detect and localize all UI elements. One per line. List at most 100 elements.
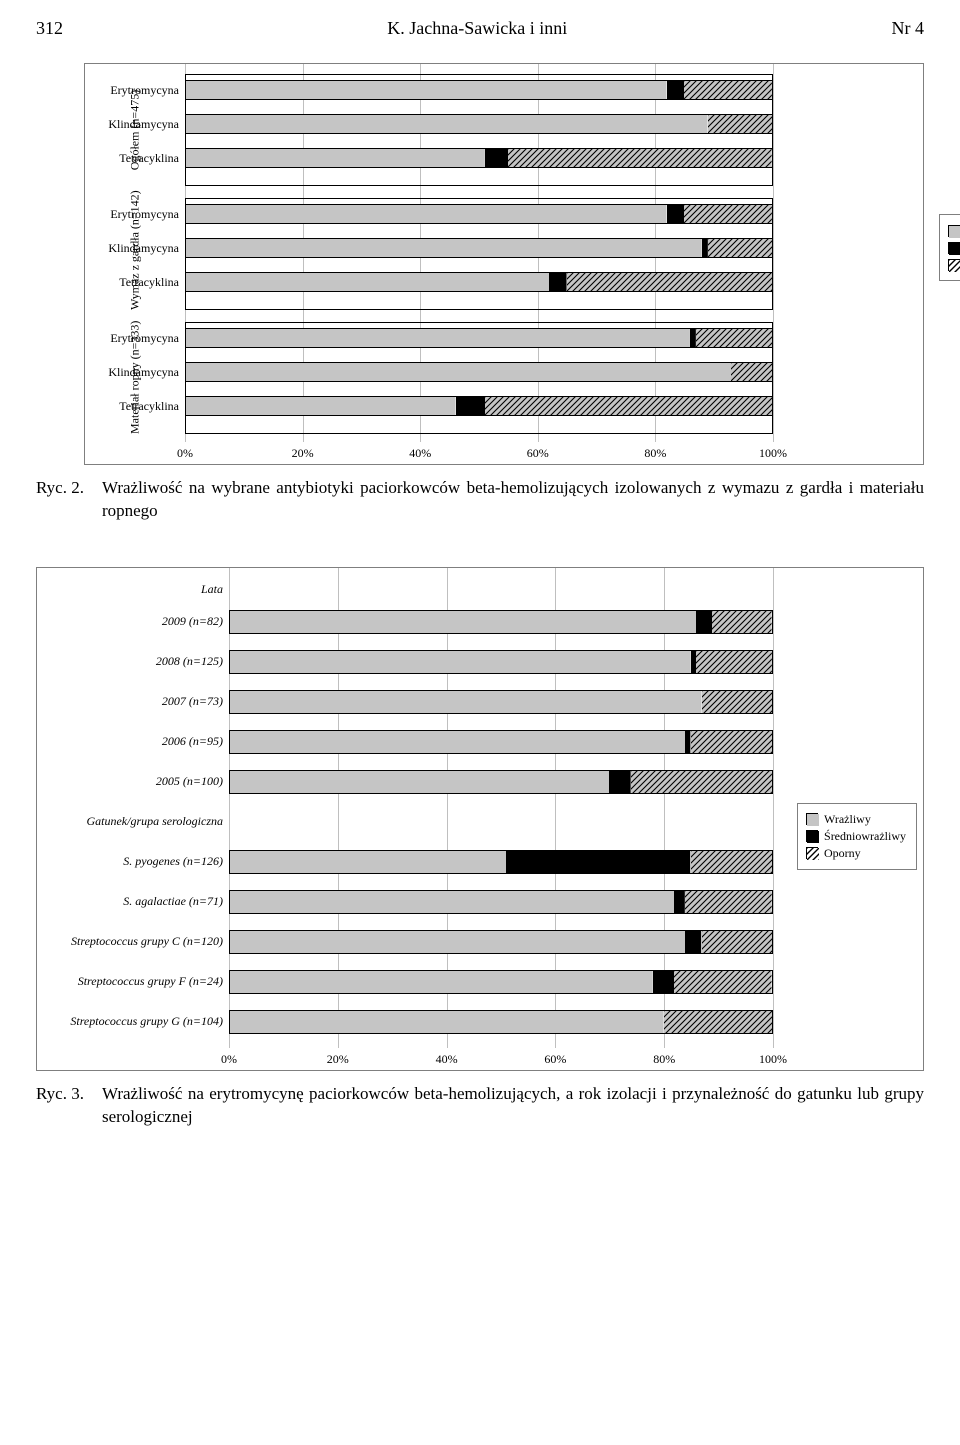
- bar-segment-oporny: [508, 149, 772, 167]
- bar-segment-oporny: [684, 81, 772, 99]
- stacked-bar: [229, 690, 773, 714]
- bar-row-label: Erytromycyna: [85, 331, 185, 346]
- stacked-bar: [185, 328, 773, 348]
- chart-2-caption-num: Ryc. 3.: [36, 1083, 84, 1129]
- legend-item: Średniowrażliwy: [806, 829, 906, 844]
- bar-segment-wrazliwy: [186, 115, 708, 133]
- bar-row: 2005 (n=100): [229, 770, 773, 794]
- x-tick-label: 0%: [221, 1052, 237, 1067]
- stacked-bar: [185, 238, 773, 258]
- bar-segment-sredni: [609, 771, 631, 793]
- bar-segment-oporny: [691, 851, 772, 873]
- x-tick-label: 60%: [527, 446, 549, 461]
- bar-segment-oporny: [664, 1011, 772, 1033]
- bar-group: Wymaz z gardła (n=142)ErytromycynaKlinda…: [185, 198, 773, 310]
- bar-row-label: Tetracyklina: [85, 399, 185, 414]
- bar-row: Streptococcus grupy F (n=24): [229, 970, 773, 994]
- chart-1-plot: Ogółem (n=475)ErytromycynaKlindamycynaTe…: [185, 64, 773, 442]
- stacked-bar: [185, 204, 773, 224]
- bar-row: Erytromycyna: [185, 80, 773, 100]
- bar-row: Tetracyklina: [185, 148, 773, 168]
- bar-segment-sredni: [506, 851, 690, 873]
- legend-item: Oporny: [806, 846, 906, 861]
- legend-item: Oporny: [948, 257, 960, 272]
- chart-2-x-axis: 0%20%40%60%80%100%: [229, 1048, 773, 1070]
- legend-swatch: [948, 225, 960, 237]
- bar-segment-oporny: [702, 691, 772, 713]
- chart-2: Lata2009 (n=82)2008 (n=125)2007 (n=73)20…: [36, 567, 924, 1129]
- bar-row: S. pyogenes (n=126): [229, 850, 773, 874]
- bar-row-label: 2005 (n=100): [37, 774, 229, 789]
- bar-segment-oporny: [696, 651, 772, 673]
- bar-segment-wrazliwy: [230, 931, 685, 953]
- bar-row-label: Tetracyklina: [85, 151, 185, 166]
- legend-swatch: [806, 830, 818, 842]
- bar-row-label: Tetracyklina: [85, 275, 185, 290]
- gridline: [773, 568, 774, 1048]
- bar-row-label: Streptococcus grupy G (n=104): [37, 1014, 229, 1029]
- bar-row-label: 2008 (n=125): [37, 654, 229, 669]
- bar-segment-oporny: [712, 611, 772, 633]
- bar-segment-oporny: [485, 397, 772, 415]
- bar-segment-oporny: [685, 891, 772, 913]
- chart-1-caption: Ryc. 2. Wrażliwość na wybrane antybiotyk…: [36, 477, 924, 523]
- legend-label: Oporny: [824, 846, 861, 861]
- bar-segment-sredni: [685, 931, 701, 953]
- bar-row: Streptococcus grupy G (n=104): [229, 1010, 773, 1034]
- bar-segment-wrazliwy: [186, 273, 549, 291]
- bar-segment-wrazliwy: [186, 329, 690, 347]
- stacked-bar: [185, 396, 773, 416]
- bar-row: 2007 (n=73): [229, 690, 773, 714]
- bar-segment-wrazliwy: [186, 81, 667, 99]
- bar-segment-oporny: [567, 273, 772, 291]
- bar-segment-wrazliwy: [186, 149, 485, 167]
- x-tick-label: 40%: [436, 1052, 458, 1067]
- bar-row: Tetracyklina: [185, 396, 773, 416]
- bar-row: Streptococcus grupy C (n=120): [229, 930, 773, 954]
- stacked-bar: [229, 770, 773, 794]
- page-number-right: Nr 4: [891, 18, 924, 39]
- bar-segment-wrazliwy: [186, 205, 667, 223]
- bar-segment-oporny: [708, 239, 772, 257]
- stacked-bar: [185, 362, 773, 382]
- stacked-bar: [185, 80, 773, 100]
- stacked-bar: [229, 930, 773, 954]
- bar-segment-sredni: [667, 81, 685, 99]
- gridline: [773, 64, 774, 442]
- bar-row: Klindamycyna: [185, 362, 773, 382]
- bar-segment-sredni: [485, 149, 508, 167]
- bar-segment-wrazliwy: [230, 731, 685, 753]
- bar-group: Ogółem (n=475)ErytromycynaKlindamycynaTe…: [185, 74, 773, 186]
- bar-segment-wrazliwy: [186, 239, 702, 257]
- bar-row-label: S. agalactiae (n=71): [37, 894, 229, 909]
- legend-item: Średniowrażliwy: [948, 240, 960, 255]
- stacked-bar: [229, 1010, 773, 1034]
- legend-label: Wrażliwy: [824, 812, 871, 827]
- bar-segment-wrazliwy: [186, 363, 731, 381]
- bar-segment-oporny: [631, 771, 772, 793]
- bar-group: Materiał ropny (n=333)ErytromycynaKlinda…: [185, 322, 773, 434]
- bar-row: Erytromycyna: [185, 204, 773, 224]
- bar-segment-oporny: [674, 971, 772, 993]
- bar-segment-wrazliwy: [230, 771, 609, 793]
- chart-1: Ogółem (n=475)ErytromycynaKlindamycynaTe…: [36, 63, 924, 523]
- bar-row: Klindamycyna: [185, 238, 773, 258]
- chart-2-legend: Wrażliwy Średniowrażliwy Oporny: [797, 803, 917, 870]
- bar-row-label: Erytromycyna: [85, 207, 185, 222]
- legend-swatch: [948, 242, 960, 254]
- bar-segment-wrazliwy: [230, 611, 696, 633]
- stacked-bar: [229, 610, 773, 634]
- chart-1-frame: Ogółem (n=475)ErytromycynaKlindamycynaTe…: [84, 63, 924, 465]
- bar-row-label: Streptococcus grupy C (n=120): [37, 934, 229, 949]
- section-header-row: Gatunek/grupa serologiczna: [229, 810, 773, 834]
- bar-segment-oporny: [708, 115, 772, 133]
- stacked-bar: [229, 650, 773, 674]
- x-tick-label: 60%: [544, 1052, 566, 1067]
- x-tick-label: 80%: [644, 446, 666, 461]
- chart-1-x-axis: 0%20%40%60%80%100%: [185, 442, 773, 464]
- bar-segment-wrazliwy: [230, 651, 691, 673]
- page-number-left: 312: [36, 18, 63, 39]
- bar-row-label: Erytromycyna: [85, 83, 185, 98]
- bar-segment-wrazliwy: [230, 851, 506, 873]
- section-header-label: Gatunek/grupa serologiczna: [37, 814, 229, 829]
